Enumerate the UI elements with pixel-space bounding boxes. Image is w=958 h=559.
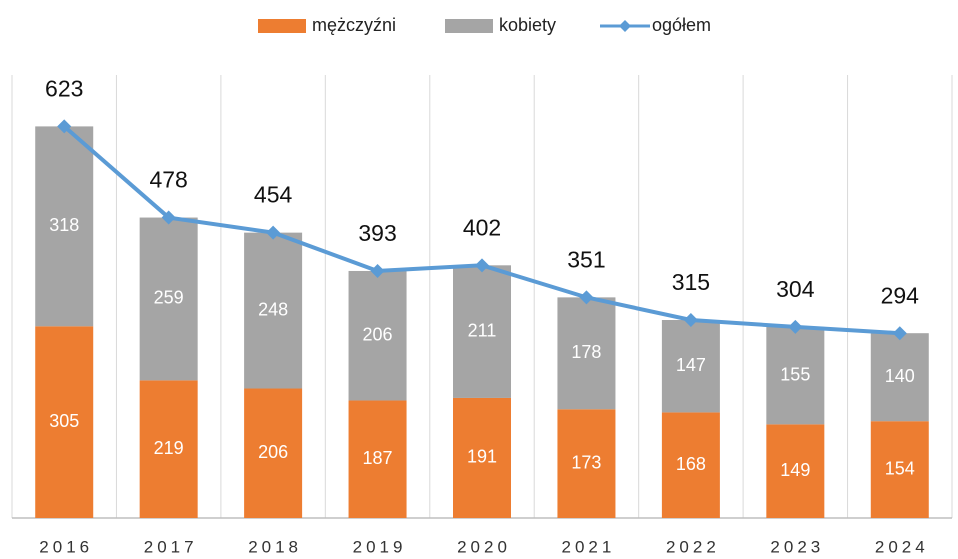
total-label: 351: [567, 246, 605, 272]
x-tick-label: 2024: [875, 537, 929, 556]
total-marker: [683, 313, 698, 327]
bar-segment: [453, 397, 511, 518]
x-tick-label: 2017: [144, 537, 198, 556]
total-label: 315: [672, 269, 710, 295]
total-marker: [57, 119, 72, 134]
segment-label: 154: [885, 458, 915, 478]
bar-segment: [244, 388, 303, 518]
segment-label: 149: [780, 460, 810, 480]
bar-segment: [661, 412, 720, 518]
total-marker: [579, 290, 594, 305]
segment-label: 187: [363, 448, 393, 468]
bar-segment: [139, 217, 198, 381]
legend-label: ogółem: [652, 15, 711, 35]
x-tick-label: 2023: [770, 537, 824, 556]
total-label: 623: [45, 75, 83, 101]
x-tick-label: 2018: [248, 537, 302, 556]
total-label: 478: [149, 167, 187, 193]
bar-segment: [348, 270, 407, 401]
total-label: 393: [358, 220, 396, 246]
bar-segment: [348, 400, 407, 518]
bar-segment: [870, 333, 929, 422]
segment-label: 305: [49, 411, 79, 431]
segment-label: 173: [571, 452, 601, 472]
total-label: 304: [776, 276, 815, 302]
total-marker: [266, 225, 281, 240]
legend-label: kobiety: [499, 15, 556, 35]
total-label: 454: [254, 182, 293, 208]
x-tick-label: 2020: [457, 537, 511, 556]
legend-marker: [619, 20, 631, 32]
bar-segment: [139, 380, 198, 518]
total-marker: [475, 258, 489, 273]
bar-segment: [557, 297, 616, 410]
bar-segment: [557, 409, 616, 518]
segment-label: 206: [363, 324, 393, 344]
total-marker: [161, 210, 176, 225]
total-marker: [788, 319, 803, 334]
segment-label: 178: [571, 342, 601, 362]
x-tick-label: 2022: [666, 537, 720, 556]
segment-label: 219: [154, 438, 184, 458]
segment-label: 318: [49, 215, 79, 235]
bar-segment: [661, 320, 720, 413]
bar-segment: [35, 126, 94, 327]
segment-label: 140: [885, 366, 915, 386]
legend-label: mężczyźni: [312, 15, 396, 35]
segment-label: 259: [154, 288, 184, 308]
bar-segment: [870, 421, 929, 518]
segment-label: 155: [780, 364, 810, 384]
legend-swatch: [258, 19, 306, 33]
total-marker: [892, 326, 907, 341]
bar-segment: [766, 424, 825, 518]
bar-segment: [766, 326, 825, 425]
bar-segment: [35, 326, 94, 518]
segment-label: 168: [676, 454, 706, 474]
total-label: 294: [881, 282, 920, 308]
segment-label: 191: [467, 447, 497, 467]
x-tick-label: 2019: [353, 537, 407, 556]
segment-label: 206: [258, 442, 288, 462]
bar-segment: [453, 265, 511, 398]
segment-label: 211: [468, 320, 497, 340]
segment-label: 248: [258, 299, 288, 319]
total-marker: [370, 263, 385, 278]
bar-segment: [244, 232, 303, 389]
total-label: 402: [463, 214, 501, 240]
x-tick-label: 2016: [39, 537, 93, 556]
segment-label: 147: [676, 355, 706, 375]
x-tick-label: 2021: [562, 537, 616, 556]
legend-swatch: [445, 19, 493, 33]
